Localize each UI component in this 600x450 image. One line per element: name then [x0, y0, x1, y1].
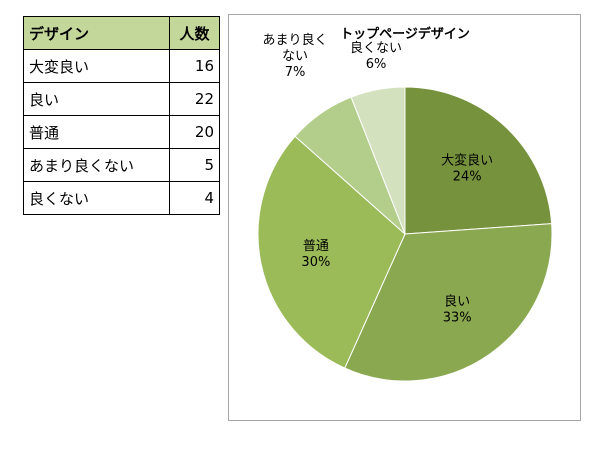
pie-slices	[257, 86, 553, 382]
slice-percent-label: 6%	[366, 57, 387, 72]
table-row: 大変良い 16	[23, 49, 220, 83]
header-design: デザイン	[23, 16, 170, 50]
table-row: 良くない 4	[23, 181, 220, 215]
table-row: 普通 20	[23, 115, 220, 149]
slice-category-label: ない	[282, 49, 308, 64]
chart-title: トップページデザイン	[340, 26, 470, 42]
pie-chart-area: トップページデザイン 大変良い 24% 良い 33% 普通 30% あまり良く ない 7% 良くな…	[228, 14, 581, 421]
row-count: 22	[169, 82, 220, 116]
pie-slice	[350, 86, 406, 235]
row-count: 20	[169, 115, 220, 149]
row-label: 普通	[23, 115, 170, 149]
row-label: あまり良くない	[23, 148, 170, 182]
row-count: 4	[169, 181, 220, 215]
pie-slice	[344, 223, 553, 382]
row-label: 大変良い	[23, 49, 170, 83]
slice-category-label: 普通	[303, 239, 329, 254]
table-row: 良い 22	[23, 82, 220, 116]
row-count: 5	[169, 148, 220, 182]
slice-category-label: 良くない	[350, 40, 402, 56]
slice-category-label: あまり良く	[262, 32, 327, 48]
pie-slice	[257, 135, 406, 369]
row-label: 良い	[23, 82, 170, 116]
pie-slice	[404, 86, 553, 235]
slice-percent-label: 33%	[443, 311, 472, 326]
row-label: 良くない	[23, 181, 170, 215]
slice-category-label: 良い	[444, 294, 470, 310]
slice-category-label: 大変良い	[441, 152, 493, 168]
row-count: 16	[169, 49, 220, 83]
data-table: デザイン 人数 大変良い 16 良い 22 普通 20 あまり良くない 5 良く…	[23, 16, 220, 215]
slice-percent-label: 30%	[301, 255, 330, 270]
slice-percent-label: 24%	[453, 169, 482, 184]
header-count: 人数	[169, 16, 220, 50]
table-header-row: デザイン 人数	[23, 16, 220, 50]
slice-percent-label: 7%	[285, 65, 306, 80]
table-row: あまり良くない 5	[23, 148, 220, 182]
